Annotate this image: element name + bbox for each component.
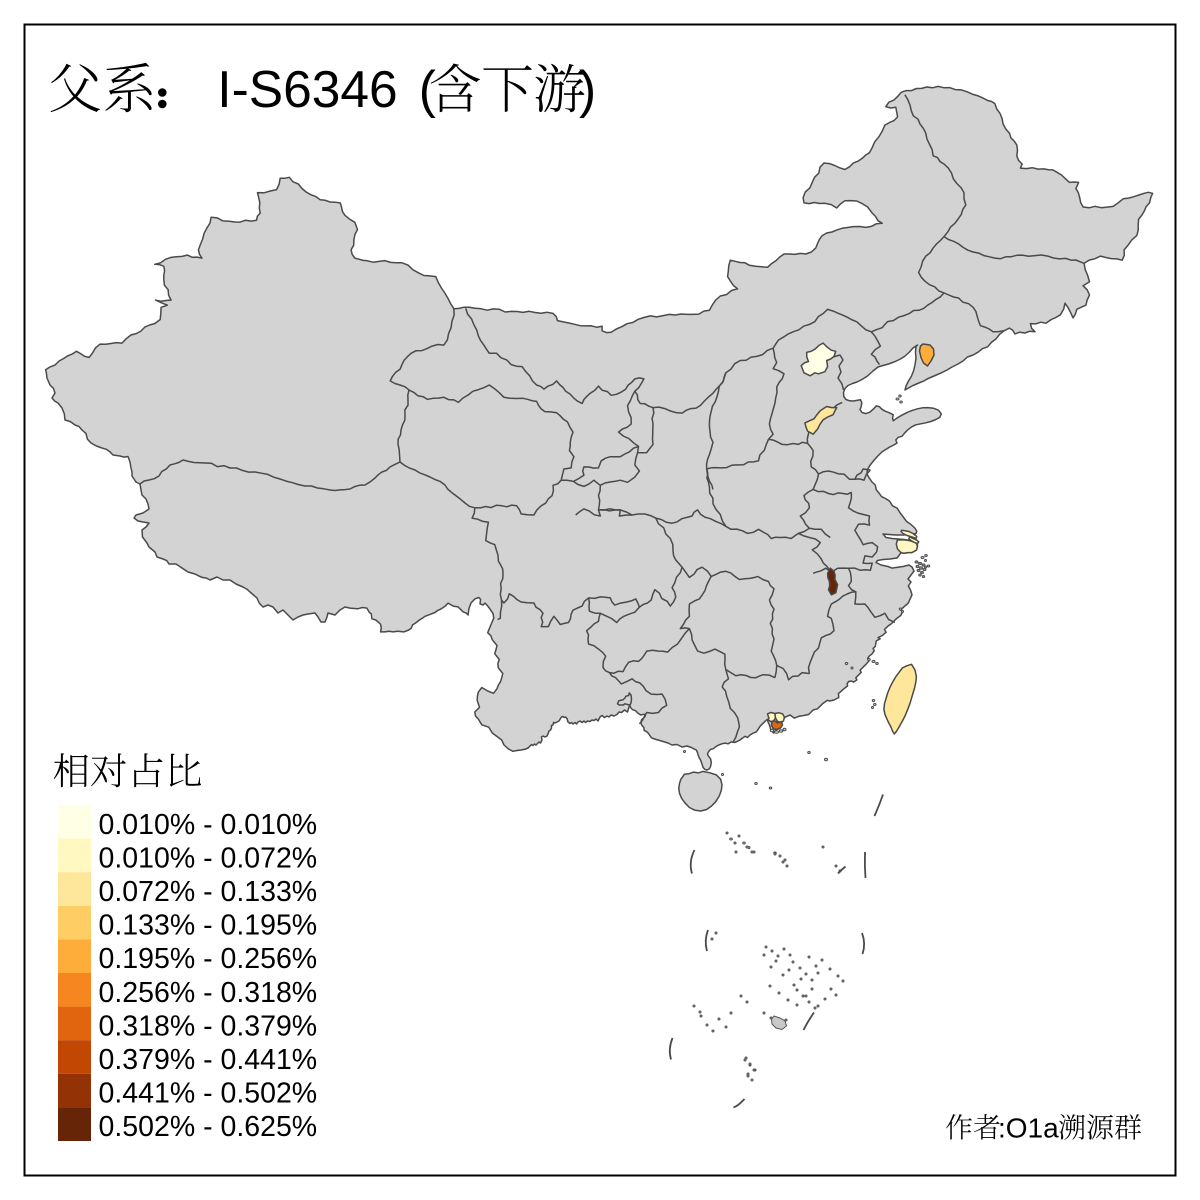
svg-text:0.441% - 0.502%: 0.441% - 0.502% <box>99 1078 318 1110</box>
svg-text:0.133% - 0.195%: 0.133% - 0.195% <box>99 910 318 942</box>
svg-text:0.379% - 0.441%: 0.379% - 0.441% <box>99 1044 318 1076</box>
svg-text:0.072% - 0.133%: 0.072% - 0.133% <box>99 876 318 908</box>
svg-text:): ) <box>579 60 596 118</box>
svg-text::O1a: :O1a <box>998 1113 1059 1144</box>
svg-text:0.256% - 0.318%: 0.256% - 0.318% <box>99 977 318 1009</box>
svg-text:0.010% - 0.010%: 0.010% - 0.010% <box>99 809 318 841</box>
svg-text:(: ( <box>419 60 436 118</box>
svg-text:0.195% - 0.256%: 0.195% - 0.256% <box>99 943 318 975</box>
svg-text:I-S6346: I-S6346 <box>217 60 397 118</box>
svg-text:0.010% - 0.072%: 0.010% - 0.072% <box>99 842 318 874</box>
svg-text:0.318% - 0.379%: 0.318% - 0.379% <box>99 1010 318 1042</box>
svg-text:0.502% - 0.625%: 0.502% - 0.625% <box>99 1111 318 1143</box>
